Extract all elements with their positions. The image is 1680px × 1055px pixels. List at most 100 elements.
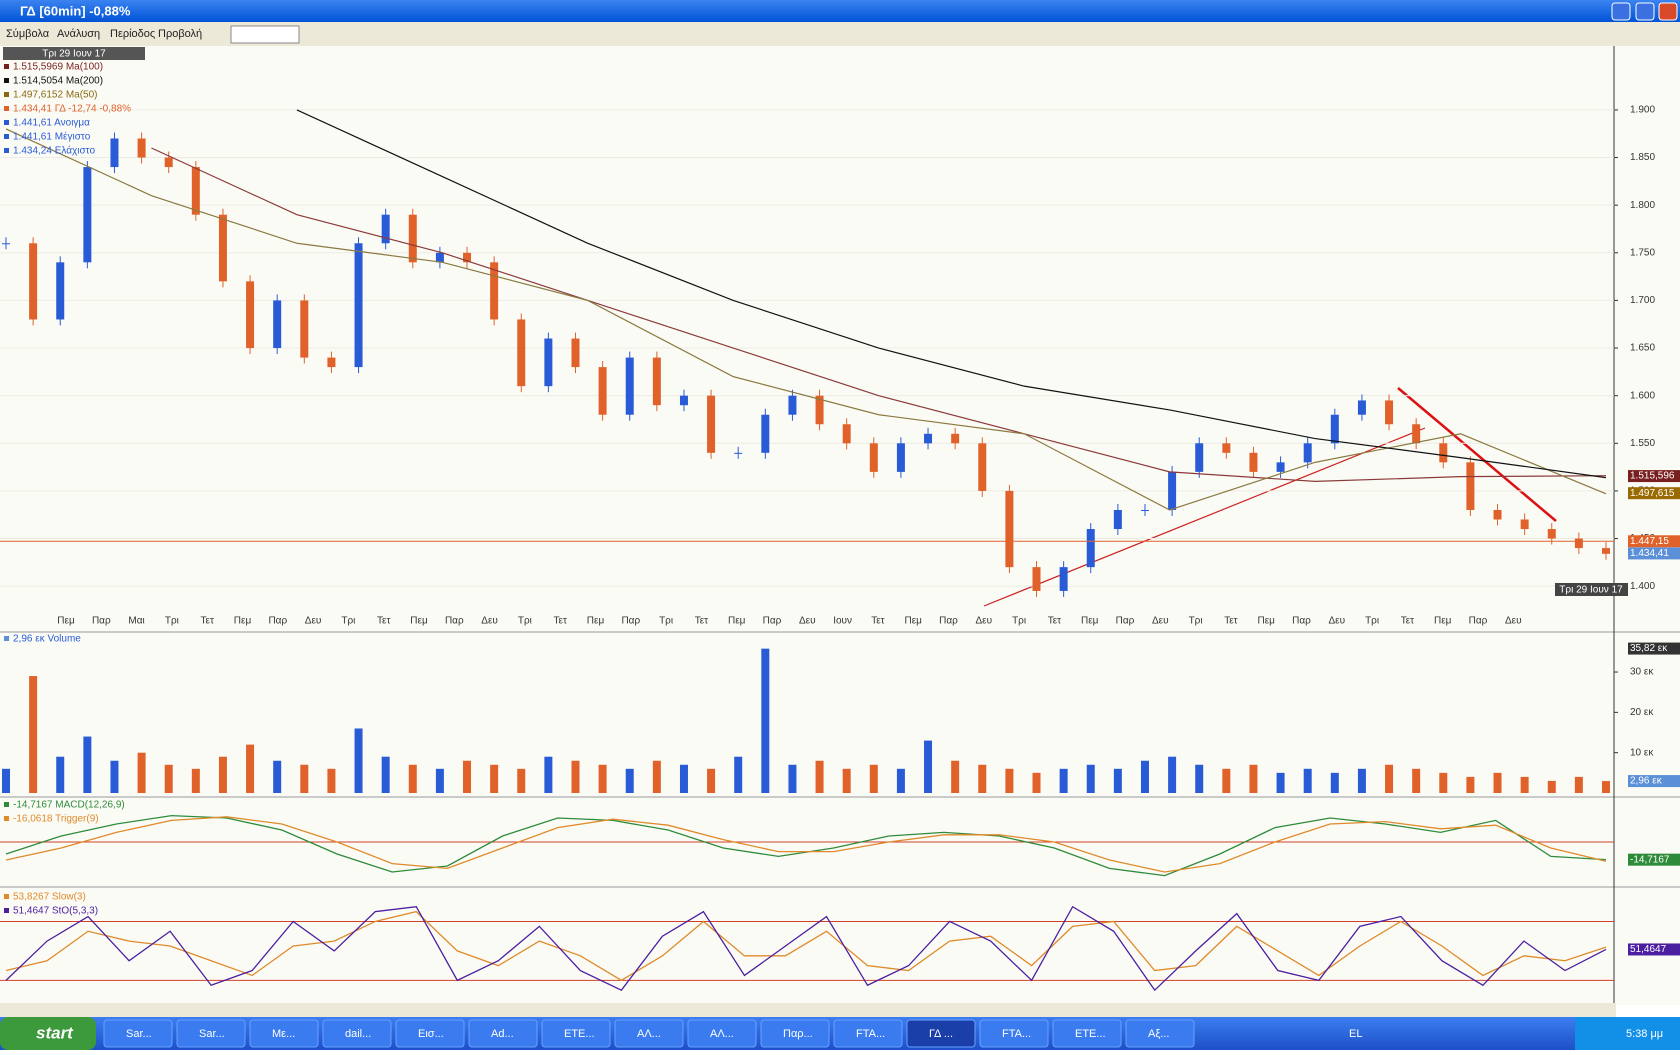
x-tick-label: Δευ (1152, 616, 1169, 627)
taskbar-button[interactable] (103, 1019, 173, 1048)
menu-item[interactable]: Περίοδος (110, 28, 155, 40)
start-button[interactable] (0, 1017, 96, 1050)
taskbar-label[interactable]: Με... (272, 1028, 295, 1040)
volume-bar (490, 764, 499, 793)
x-tick-label: Πεμ (1434, 616, 1452, 627)
volume-bar (1412, 768, 1421, 793)
x-tick-label: Τρι (165, 616, 179, 627)
minimize-button[interactable] (1611, 2, 1631, 21)
taskbar-label[interactable]: ΑΛ... (637, 1028, 661, 1040)
taskbar-button[interactable] (687, 1019, 757, 1048)
volume-bar (1466, 776, 1475, 793)
menu-item[interactable]: Ανάλυση (57, 28, 100, 40)
x-tick-label: Τρι (659, 616, 673, 627)
volume-bar (137, 752, 146, 793)
taskbar-button[interactable] (249, 1019, 319, 1048)
x-tick-label: Τετ (1048, 616, 1061, 627)
value-marker (1628, 775, 1680, 788)
candle (408, 214, 417, 263)
start-label[interactable]: start (36, 1023, 74, 1042)
symbol-input[interactable] (230, 25, 300, 44)
candle (164, 157, 173, 168)
candle (463, 252, 472, 263)
volume-bar (896, 768, 905, 793)
candle (1303, 443, 1312, 463)
volume-bar (544, 756, 553, 793)
x-tick-label: Τρι (518, 616, 532, 627)
taskbar-label[interactable]: Αξ... (1148, 1028, 1169, 1040)
volume-bar (788, 764, 797, 793)
taskbar-label[interactable]: FTA... (1002, 1028, 1031, 1040)
taskbar-label[interactable]: ETE... (1075, 1028, 1106, 1040)
y-tick-label: 1.600 (1630, 390, 1655, 401)
candle (1439, 443, 1448, 463)
taskbar-label[interactable]: ΓΔ ... (929, 1028, 953, 1040)
close-button[interactable] (1658, 2, 1678, 21)
taskbar-label[interactable]: Παρ... (783, 1028, 813, 1040)
taskbar-button[interactable] (176, 1019, 246, 1048)
candle (679, 395, 688, 406)
candle (1086, 529, 1095, 568)
candle (1574, 538, 1583, 549)
volume-bar (1113, 768, 1122, 793)
legend-entry: -16,0618 Trigger(9) (13, 814, 99, 825)
taskbar-button[interactable] (979, 1019, 1049, 1048)
chart-area (0, 46, 1680, 1005)
legend-swatch (4, 92, 9, 97)
candle (218, 214, 227, 282)
legend-swatch (4, 816, 9, 821)
taskbar-label[interactable]: Sar... (199, 1028, 225, 1040)
taskbar-button[interactable] (395, 1019, 465, 1048)
x-tick-label: Τετ (200, 616, 213, 627)
volume-bar (164, 764, 173, 793)
legend-swatch (4, 908, 9, 913)
volume-bar (679, 764, 688, 793)
indicator-line (5, 816, 1607, 873)
candle (761, 414, 770, 453)
value-marker (1628, 535, 1680, 548)
volume-bar (1357, 768, 1366, 793)
value-marker (1628, 853, 1680, 866)
taskbar-label[interactable]: ETE... (564, 1028, 595, 1040)
volume-bar (56, 756, 65, 793)
legend-swatch (4, 78, 9, 83)
taskbar-label[interactable]: Ad... (491, 1028, 514, 1040)
volume-bar (761, 648, 770, 793)
taskbar-label[interactable]: ΑΛ... (710, 1028, 734, 1040)
y-tick-label: 1.750 (1630, 247, 1655, 258)
x-tick-label: Τρι (341, 616, 355, 627)
x-tick-label: Δευ (481, 616, 498, 627)
taskbar-button[interactable] (322, 1019, 392, 1048)
maximize-button[interactable] (1635, 2, 1655, 21)
x-tick-label: Τρι (1012, 616, 1026, 627)
scrollbar[interactable] (0, 1003, 1616, 1017)
taskbar-label[interactable]: dail... (345, 1028, 371, 1040)
legend-swatch (4, 148, 9, 153)
candle (1032, 567, 1041, 591)
volume-bar (1547, 780, 1556, 793)
taskbar-button[interactable] (541, 1019, 611, 1048)
menu-item[interactable]: Προβολή (158, 28, 202, 40)
taskbar-label[interactable]: Εισ... (418, 1028, 444, 1040)
volume-bar (842, 768, 851, 793)
volume-bar (1385, 764, 1394, 793)
volume-bar (1168, 756, 1177, 793)
menu-item[interactable]: Σύμβολα (6, 28, 50, 40)
taskbar-button[interactable] (614, 1019, 684, 1048)
taskbar-button[interactable] (906, 1019, 976, 1048)
volume-bar (300, 764, 309, 793)
taskbar-button[interactable] (468, 1019, 538, 1048)
value-marker (1628, 547, 1680, 560)
taskbar-button[interactable] (760, 1019, 830, 1048)
taskbar-button[interactable] (1125, 1019, 1195, 1048)
taskbar-button[interactable] (833, 1019, 903, 1048)
date-label: Τρι 29 Ιουν 17 (1559, 585, 1623, 596)
x-tick-label: Δευ (305, 616, 322, 627)
taskbar-label[interactable]: FTA... (856, 1028, 885, 1040)
taskbar-label[interactable]: Sar... (126, 1028, 152, 1040)
volume-bar (707, 768, 716, 793)
language[interactable]: EL (1349, 1028, 1362, 1040)
legend-entry: 1.441,61 Μέγιστο (13, 131, 91, 143)
legend-swatch (4, 802, 9, 807)
taskbar-button[interactable] (1052, 1019, 1122, 1048)
